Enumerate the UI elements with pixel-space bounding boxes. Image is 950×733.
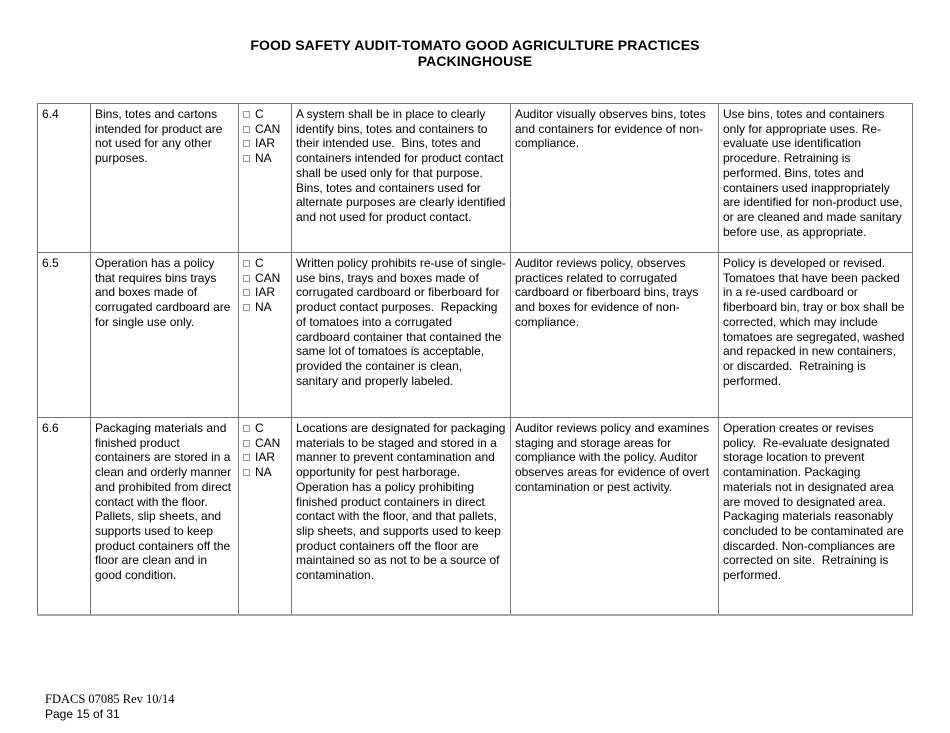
checkbox-label: CAN bbox=[255, 121, 281, 136]
checkbox-icon bbox=[243, 468, 250, 476]
checkbox-option-can[interactable]: CAN bbox=[243, 122, 287, 137]
checkbox-icon bbox=[243, 439, 250, 447]
checkbox-option-can[interactable]: CAN bbox=[243, 271, 287, 286]
checkbox-label: NA bbox=[255, 300, 272, 315]
form-number: FDACS 07085 Rev 10/14 bbox=[45, 692, 175, 706]
checkbox-cell: C CAN IAR NA bbox=[238, 252, 292, 418]
verification-cell: Auditor reviews policy and examines stag… bbox=[510, 417, 719, 615]
checkbox-option-c[interactable]: C bbox=[243, 256, 287, 271]
procedure-cell: Written policy prohibits re-use of singl… bbox=[291, 252, 511, 418]
table-row-6-5: 6.5 Operation has a policy that requires… bbox=[37, 252, 913, 418]
checkbox-option-c[interactable]: C bbox=[243, 107, 287, 122]
corrective-action-cell: Policy is developed or revised. Tomatoes… bbox=[718, 252, 913, 418]
checkbox-icon bbox=[243, 424, 250, 432]
procedure-cell: A system shall be in place to clearly id… bbox=[291, 103, 511, 253]
checkbox-label: CAN bbox=[255, 270, 281, 285]
checkbox-icon bbox=[243, 140, 250, 148]
checkbox-label: CAN bbox=[255, 435, 281, 450]
checkbox-icon bbox=[243, 154, 250, 162]
checkbox-icon bbox=[243, 259, 250, 267]
checkbox-label: IAR bbox=[255, 136, 276, 151]
checkbox-label: IAR bbox=[255, 450, 276, 465]
checkbox-icon bbox=[243, 110, 250, 118]
checkbox-label: IAR bbox=[255, 285, 276, 300]
requirement-cell: Operation has a policy that requires bin… bbox=[90, 252, 239, 418]
checkbox-icon bbox=[243, 274, 250, 282]
page-number: Page 15 of 31 bbox=[45, 707, 120, 721]
checkbox-cell: C CAN IAR NA bbox=[238, 103, 292, 253]
checkbox-cell: C CAN IAR NA bbox=[238, 417, 292, 615]
procedure-cell: Locations are designated for packaging m… bbox=[291, 417, 511, 615]
document-title-line2: PACKINGHOUSE bbox=[417, 53, 533, 69]
page-footer: FDACS 07085 Rev 10/14 Page 15 of 31 bbox=[45, 692, 175, 722]
verification-cell: Auditor visually observes bins, totes an… bbox=[510, 103, 719, 253]
document-title: FOOD SAFETY AUDIT-TOMATO GOOD AGRICULTUR… bbox=[0, 37, 950, 69]
checkbox-icon bbox=[243, 454, 250, 462]
checkbox-icon bbox=[243, 125, 250, 133]
checkbox-label: C bbox=[255, 107, 264, 121]
requirement-cell: Packaging materials and finished product… bbox=[90, 417, 239, 615]
checkbox-label: C bbox=[255, 421, 264, 435]
checkbox-option-iar[interactable]: IAR bbox=[243, 450, 287, 465]
audit-table: 6.4 Bins, totes and cartons intended for… bbox=[37, 103, 913, 616]
item-number: 6.4 bbox=[37, 103, 91, 253]
corrective-action-cell: Operation creates or revises policy. Re-… bbox=[718, 417, 913, 615]
checkbox-icon bbox=[243, 303, 250, 311]
checkbox-option-can[interactable]: CAN bbox=[243, 436, 287, 451]
checkbox-option-iar[interactable]: IAR bbox=[243, 285, 287, 300]
document-title-line1: FOOD SAFETY AUDIT-TOMATO GOOD AGRICULTUR… bbox=[250, 37, 700, 53]
item-number: 6.5 bbox=[37, 252, 91, 418]
table-row-6-6: 6.6 Packaging materials and finished pro… bbox=[37, 417, 913, 615]
checkbox-icon bbox=[243, 289, 250, 297]
item-number: 6.6 bbox=[37, 417, 91, 615]
checkbox-option-iar[interactable]: IAR bbox=[243, 136, 287, 151]
verification-cell: Auditor reviews policy, observes practic… bbox=[510, 252, 719, 418]
requirement-cell: Bins, totes and cartons intended for pro… bbox=[90, 103, 239, 253]
checkbox-option-na[interactable]: NA bbox=[243, 151, 287, 166]
checkbox-option-na[interactable]: NA bbox=[243, 465, 287, 480]
checkbox-label: C bbox=[255, 256, 264, 270]
checkbox-label: NA bbox=[255, 465, 272, 480]
checkbox-option-c[interactable]: C bbox=[243, 421, 287, 436]
corrective-action-cell: Use bins, totes and containers only for … bbox=[718, 103, 913, 253]
table-row-6-4: 6.4 Bins, totes and cartons intended for… bbox=[37, 103, 913, 253]
checkbox-option-na[interactable]: NA bbox=[243, 300, 287, 315]
checkbox-label: NA bbox=[255, 151, 272, 166]
